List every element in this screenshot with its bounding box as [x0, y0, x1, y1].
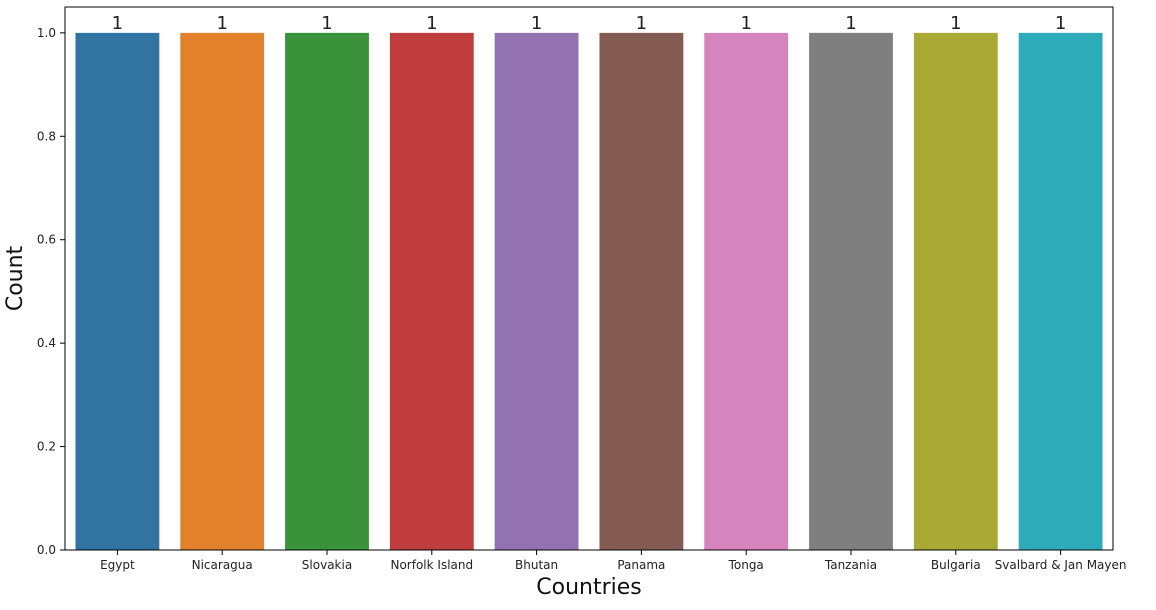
bars-group: [75, 32, 1103, 551]
x-tick-label: Norfolk Island: [390, 558, 473, 572]
data-label: 1: [1055, 13, 1066, 34]
bar-bhutan: [494, 32, 579, 551]
x-axis-label: Countries: [536, 575, 642, 600]
y-tick-label: 0.8: [37, 129, 56, 143]
data-label: 1: [112, 13, 123, 34]
bar-slovakia: [285, 32, 369, 551]
x-tick-label: Slovakia: [302, 558, 352, 572]
x-tick-label: Bhutan: [515, 558, 558, 572]
bar-tonga: [704, 32, 789, 551]
data-label: 1: [636, 13, 647, 34]
bar-svalbard-jan-mayen: [1018, 32, 1103, 551]
x-tick-label: Svalbard & Jan Mayen: [995, 558, 1127, 572]
x-tick-label: Bulgaria: [931, 558, 981, 572]
x-tick-label: Tanzania: [824, 558, 877, 572]
bar-panama: [599, 32, 684, 551]
data-label: 1: [216, 13, 227, 34]
x-tick-label: Panama: [617, 558, 665, 572]
data-label: 1: [531, 13, 542, 34]
x-tick-label: Nicaragua: [192, 558, 253, 572]
data-label: 1: [950, 13, 961, 34]
data-label: 1: [426, 13, 437, 34]
bar-bulgaria: [913, 32, 998, 551]
data-label: 1: [321, 13, 332, 34]
y-tick-label: 1.0: [37, 26, 56, 40]
x-tick-label: Tonga: [728, 558, 764, 572]
data-label: 1: [845, 13, 856, 34]
bar-tanzania: [809, 32, 893, 551]
y-tick-label: 0.4: [37, 336, 56, 350]
y-tick-label: 0.2: [37, 440, 56, 454]
y-tick-label: 0.0: [37, 543, 56, 557]
bar-norfolk-island: [389, 32, 474, 551]
x-tick-label: Egypt: [100, 558, 135, 572]
y-axis: 0.0 0.2 0.4 0.6 0.8 1.0: [37, 26, 65, 557]
y-axis-label: Count: [3, 245, 28, 311]
bar-nicaragua: [180, 32, 265, 551]
data-label: 1: [740, 13, 751, 34]
data-labels-group: 1 1 1 1 1 1 1 1 1 1: [112, 13, 1067, 34]
bar-egypt: [75, 32, 160, 551]
x-axis: Egypt Nicaragua Slovakia Norfolk Island Bhut…: [100, 550, 1127, 572]
y-tick-label: 0.6: [37, 233, 56, 247]
plot-frame: [64, 6, 1114, 551]
